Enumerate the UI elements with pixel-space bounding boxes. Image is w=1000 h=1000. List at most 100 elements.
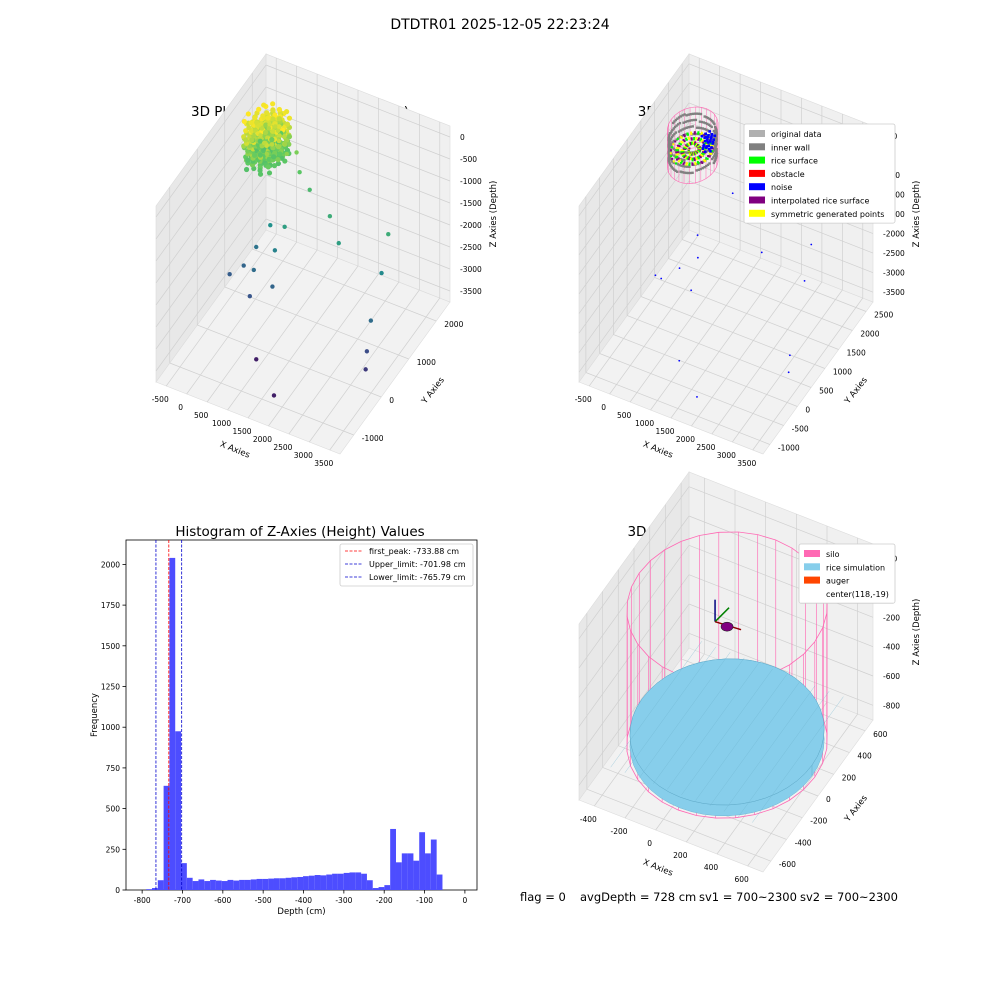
raw-cluster-point <box>243 166 250 173</box>
cls-inner-wall-point <box>706 129 710 132</box>
cls-rice-point <box>683 140 686 143</box>
sim-y-tick-label: 400 <box>857 752 872 761</box>
cls-rice-point <box>682 151 685 154</box>
cls-inner-wall-point <box>679 157 682 161</box>
cls-x-tick-label: 3500 <box>737 459 756 468</box>
raw-data-point <box>258 133 263 138</box>
cls-inner-wall-point <box>676 123 680 126</box>
cls-rice-point <box>674 162 677 165</box>
cls-inner-wall-point <box>685 171 688 175</box>
cls-inner-wall-point <box>681 114 684 117</box>
cls-near-noise-point <box>707 144 710 148</box>
cls-rice-point <box>679 135 682 138</box>
hist-y-tick-label: 750 <box>106 764 121 773</box>
hist-x-axis-label: Depth (cm) <box>277 907 325 917</box>
cls-x-tick-label: -500 <box>575 395 592 404</box>
cls-rice-point <box>688 162 691 165</box>
raw-z-grid-back <box>265 108 451 182</box>
cls-near-noise-point <box>704 132 708 136</box>
cls-rice-point <box>693 136 696 139</box>
cls-z-grid-side <box>578 180 690 334</box>
raw-data-point <box>294 150 299 155</box>
cls-y-grid-floor <box>613 334 798 407</box>
cls-inner-wall-point <box>681 128 684 131</box>
raw-data-point <box>272 248 278 253</box>
hist-bar <box>186 877 193 890</box>
cls-near-noise-point <box>709 149 712 153</box>
hist-bar <box>163 785 170 890</box>
cls-noise-point <box>788 354 791 357</box>
cls-inner-wall-point <box>679 129 683 132</box>
raw-cluster-point <box>286 115 293 121</box>
cls-z-tick-label: -2500 <box>883 249 905 258</box>
cls-rice-point <box>689 156 692 159</box>
raw-z-tick-label: 0 <box>460 133 465 142</box>
cls-inner-wall-point <box>714 127 717 130</box>
cls-y-tick-label: -500 <box>792 425 809 434</box>
cls-near-noise-point <box>706 141 710 144</box>
hist-y-tick-label: 250 <box>106 845 121 854</box>
cls-inner-wall-point <box>684 165 687 168</box>
cls-rice-point <box>688 143 691 146</box>
cls-rice-point <box>680 161 683 164</box>
hist-bar <box>425 853 431 890</box>
cls-rice-point <box>702 141 705 144</box>
cls-inner-wall-point <box>667 153 671 156</box>
cls-rice-point <box>677 144 680 147</box>
cls-inner-wall-point <box>692 118 696 122</box>
hist-bar <box>413 860 420 890</box>
cls-near-noise-point <box>713 134 717 138</box>
cls-inner-wall-point <box>667 151 670 154</box>
raw-x-grid-floor <box>329 297 441 451</box>
cls-inner-wall-point <box>715 132 718 135</box>
cls-rice-point <box>697 131 700 134</box>
cls-legend-box <box>743 123 896 224</box>
cls-rice-point <box>692 142 695 145</box>
raw-y-grid-floor <box>252 248 437 322</box>
cls-inner-wall-point <box>669 137 673 140</box>
cls-rice-point <box>707 137 710 140</box>
sim-rice-mesh-line <box>737 691 830 818</box>
raw-data-point <box>256 123 262 128</box>
cls-x-grid-floor <box>650 257 761 411</box>
sim-y-tick-label: 200 <box>842 773 857 782</box>
raw-z-grid-side <box>155 218 267 372</box>
raw-cluster-point <box>256 106 262 112</box>
raw-data-point <box>327 214 333 219</box>
raw-cluster-point <box>270 101 276 107</box>
sim-x-tick-label: 400 <box>704 863 719 872</box>
cls-rice-point <box>681 153 684 156</box>
cls-legend-label: inner wall <box>771 143 810 152</box>
cls-rice-point <box>691 142 694 145</box>
cls-inner-wall-point <box>667 142 671 146</box>
raw-cluster-point <box>284 121 291 127</box>
cls-rice-point <box>699 154 702 157</box>
raw-z-grid-side <box>155 152 267 306</box>
cls-inner-wall-point <box>682 165 685 168</box>
cls-rice-point <box>685 144 688 147</box>
cls-rice-point <box>689 158 692 161</box>
cls-noise-point <box>810 243 813 246</box>
sim-z-tick-label: -600 <box>883 672 900 681</box>
raw-data-point <box>364 349 370 354</box>
sim-z-grid-side <box>578 603 690 757</box>
cls-rice-point <box>680 150 683 153</box>
sim-rice-mesh-line <box>610 641 702 768</box>
cls-rice-point <box>697 162 700 165</box>
hist-bar <box>204 881 211 890</box>
cls-near-noise-point <box>706 135 710 138</box>
cls-inner-wall-point <box>698 120 702 123</box>
cls-inner-wall-point <box>713 152 717 156</box>
cls-rice-point <box>691 163 694 166</box>
cls-inner-wall-point <box>713 147 716 150</box>
cls-inner-wall-point <box>715 142 718 146</box>
cls-x-grid-floor <box>691 273 802 427</box>
raw-cluster-point <box>241 118 247 125</box>
cls-rice-point <box>683 146 686 149</box>
cls-noise-point <box>696 234 699 237</box>
cls-rice-point <box>694 161 697 164</box>
cls-rice-point <box>672 160 675 163</box>
cls-rice-point <box>697 132 700 135</box>
raw-x-grid-floor <box>268 273 379 427</box>
hist-x-tick-label: 0 <box>463 896 468 905</box>
